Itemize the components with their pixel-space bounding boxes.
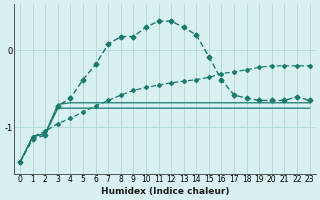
X-axis label: Humidex (Indice chaleur): Humidex (Indice chaleur) (100, 187, 229, 196)
